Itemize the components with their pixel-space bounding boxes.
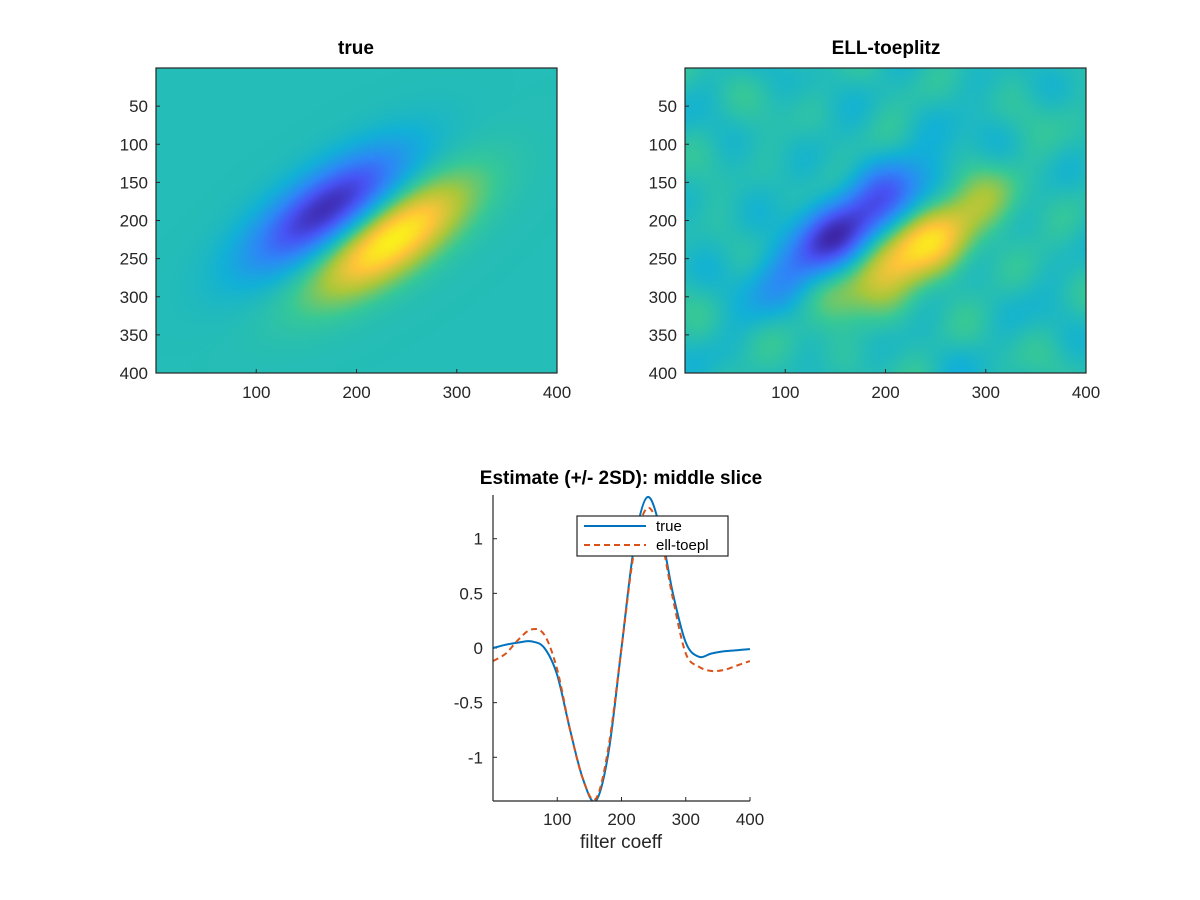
y-tick-label: 100: [120, 135, 148, 154]
x-tick-label: 100: [242, 383, 270, 402]
x-tick-label: 200: [871, 383, 899, 402]
y-tick-label: 350: [120, 326, 148, 345]
y-tick-label: 50: [129, 97, 148, 116]
legend-box: [576, 515, 729, 557]
y-tick-label: 0: [474, 639, 483, 658]
line-chart-middle-slice: Estimate (+/- 2SD): middle slice 100 200 3…: [454, 468, 764, 853]
x-tick-label: 400: [1072, 383, 1100, 402]
y-tick-label: 300: [649, 288, 677, 307]
x-tick-label: 400: [543, 383, 571, 402]
y-tick-label: -1: [468, 748, 483, 767]
y-tick-label: 150: [649, 173, 677, 192]
legend-label-ell-toepl: ell-toepl: [656, 537, 709, 554]
y-tick-label: 200: [649, 212, 677, 231]
x-tick-label: 400: [736, 810, 764, 829]
x-tick-label: 300: [443, 383, 471, 402]
x-tick-label: 100: [543, 810, 571, 829]
heatmap-true-image: [156, 68, 557, 373]
heatmap-ell-toeplitz-image: [685, 68, 1086, 373]
legend-label-true: true: [656, 518, 682, 535]
line-chart-legend: true ell-toepl: [576, 515, 729, 557]
heatmap-true-axes-box: [155, 67, 558, 374]
y-tick-label: 400: [120, 364, 148, 383]
y-tick-label: 50: [658, 97, 677, 116]
x-tick-label: 300: [672, 810, 700, 829]
y-tick-label: 350: [649, 326, 677, 345]
y-tick-label: -0.5: [454, 694, 483, 713]
y-tick-label: 1: [474, 530, 483, 549]
y-tick-label: 100: [649, 135, 677, 154]
y-tick-label: 250: [649, 250, 677, 269]
line-chart-title: Estimate (+/- 2SD): middle slice: [480, 468, 762, 489]
y-tick-label: 0.5: [459, 584, 483, 603]
y-tick-label: 250: [120, 250, 148, 269]
x-tick-label: 300: [972, 383, 1000, 402]
y-tick-label: 300: [120, 288, 148, 307]
heatmap-ell-toeplitz-title: ELL-toeplitz: [832, 38, 941, 59]
x-tick-label: 200: [342, 383, 370, 402]
x-tick-label: 100: [771, 383, 799, 402]
heatmap-true-title: true: [338, 38, 374, 59]
heatmap-ell-toeplitz: ELL-toeplitz 100 200 300 400 50 100 150 200 250 3…: [649, 38, 1101, 402]
y-tick-label: 150: [120, 173, 148, 192]
series-line-ell-toepl: [493, 506, 750, 801]
heatmap-true: true 100 200 300 400 50 100 150 200 250 300 350 400: [120, 38, 572, 402]
heatmap-ell-toeplitz-axes-box: [684, 67, 1087, 374]
y-tick-label: 400: [649, 364, 677, 383]
y-tick-label: 200: [120, 212, 148, 231]
line-chart-xlabel: filter coeff: [580, 832, 663, 853]
x-tick-label: 200: [607, 810, 635, 829]
